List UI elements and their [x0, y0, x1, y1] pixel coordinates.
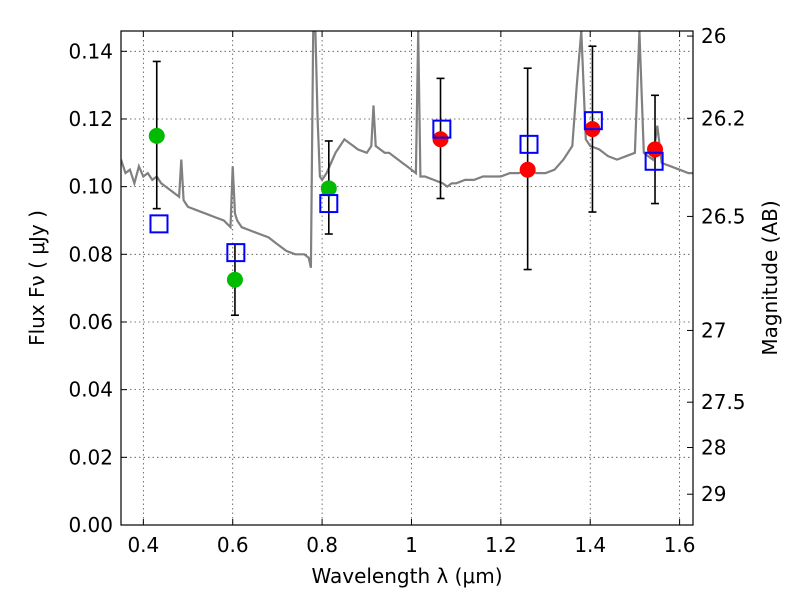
y2-tick-label: 28	[701, 436, 726, 460]
x-tick-label: 1.6	[664, 533, 696, 557]
grid-lines	[121, 31, 693, 526]
x-tick-label: 0.4	[127, 533, 159, 557]
y-tick-label: 0.14	[68, 39, 113, 63]
data-point	[647, 141, 664, 158]
data-point	[432, 131, 449, 148]
model-flux-square	[519, 134, 539, 154]
model-flux-square	[644, 151, 664, 171]
data-point	[519, 161, 536, 178]
y-axis-right: 26 26.2 26.5 27 27.5 28 29	[687, 24, 746, 506]
y2-tick-label: 29	[701, 482, 726, 506]
model-flux-square	[319, 194, 339, 214]
model-spectrum-line	[121, 31, 693, 269]
y2-tick-label: 26	[701, 24, 726, 48]
y-tick-label: 0.12	[68, 107, 113, 131]
data-point	[226, 271, 243, 288]
model-flux-square	[583, 111, 603, 131]
x-tick-label: 1.2	[485, 533, 517, 557]
x-tick-label: 1	[405, 533, 418, 557]
y2-tick-label: 26.5	[701, 204, 746, 228]
model-flux-square	[226, 243, 246, 263]
y2-tick-label: 27	[701, 318, 726, 342]
x-tick-label: 0.8	[306, 533, 338, 557]
data-point	[320, 180, 337, 197]
y-tick-label: 0.00	[68, 513, 113, 537]
x-tick-label: 0.6	[217, 533, 249, 557]
model-flux-square	[149, 214, 169, 234]
y2-tick-label: 26.2	[701, 106, 746, 130]
y-axis-label: Flux Fν ( μJy )	[25, 210, 49, 346]
plot-area	[121, 31, 693, 317]
x-axis-label: Wavelength λ (μm)	[311, 564, 502, 588]
x-tick-label: 1.4	[574, 533, 606, 557]
model-flux-square	[432, 119, 452, 139]
data-markers	[148, 111, 664, 288]
y-axis-left: 0.00 0.02 0.04 0.06 0.08 0.10 0.12 0.14	[68, 39, 127, 537]
y2-tick-label: 27.5	[701, 390, 746, 414]
x-axis: 0.4 0.6 0.8 1 1.2 1.4 1.6	[127, 31, 696, 557]
y-tick-label: 0.08	[68, 242, 113, 266]
y-tick-label: 0.04	[68, 378, 113, 402]
y-tick-label: 0.02	[68, 445, 113, 469]
y-tick-label: 0.06	[68, 310, 113, 334]
plot-frame	[120, 30, 694, 526]
y-tick-label: 0.10	[68, 175, 113, 199]
data-point	[148, 127, 165, 144]
y2-axis-label: Magnitude (AB)	[758, 200, 782, 355]
